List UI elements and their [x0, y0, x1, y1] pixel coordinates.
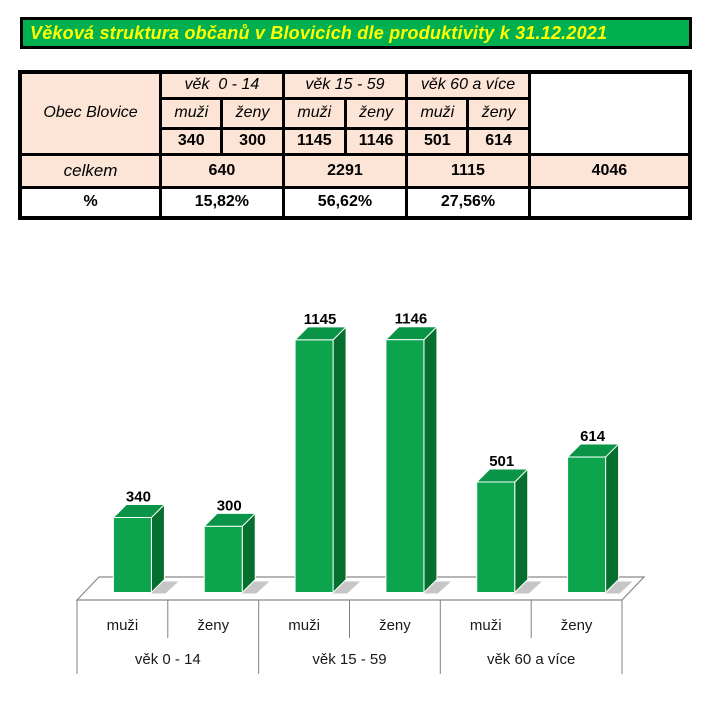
bar-chart[interactable]: 340 muži 300 ženy 1145 muži 1146 ženy 501 muži 614… [0, 240, 712, 722]
bar-side-face [514, 467, 529, 594]
table-row-total: celkem 640 2291 1115 4046 [18, 152, 692, 189]
category-axis-label: ženy [561, 617, 593, 634]
category-axis-label: muži [288, 617, 320, 634]
value-cell[interactable]: 1145 [281, 126, 347, 156]
empty-cell-top-right[interactable] [527, 70, 692, 156]
age-structure-table: Obec Blovice věk 0 - 14 věk 15 - 59 věk … [18, 70, 692, 220]
bar-side-face [241, 512, 256, 594]
value-cell[interactable]: 300 [220, 126, 285, 156]
bar[interactable] [112, 516, 152, 593]
bar-shadow [512, 581, 542, 594]
table-row: Obec Blovice věk 0 - 14 věk 15 - 59 věk … [18, 70, 692, 156]
percent-cell[interactable]: 27,56% [405, 185, 531, 220]
bar-value-label: 340 [126, 488, 151, 505]
age-group-header-0-14[interactable]: věk 0 - 14 [159, 70, 285, 100]
empty-cell-bottom-right[interactable] [527, 185, 692, 220]
bar-side-face [150, 503, 165, 594]
total-cell[interactable]: 2291 [281, 152, 409, 189]
group-axis-label: věk 60 a více [487, 651, 575, 668]
total-row-label[interactable]: celkem [18, 152, 163, 189]
sheet-title-text: Věková struktura občanů v Blovicích dle … [30, 22, 608, 43]
bar-shadow [240, 581, 270, 594]
percent-cell[interactable]: 15,82% [159, 185, 285, 220]
corner-cell[interactable]: Obec Blovice [18, 70, 163, 156]
total-cell[interactable]: 1115 [405, 152, 531, 189]
gender-header[interactable]: ženy [220, 96, 285, 130]
bar-shadow [603, 581, 633, 594]
bar-value-label: 1146 [395, 311, 428, 328]
bar-side-face [332, 325, 347, 594]
group-axis-label: věk 0 - 14 [135, 651, 201, 668]
gender-header[interactable]: ženy [343, 96, 409, 130]
group-axis-label: věk 15 - 59 [312, 651, 386, 668]
table-row-percent: % 15,82% 56,62% 27,56% [18, 185, 692, 220]
percent-cell[interactable]: 56,62% [281, 185, 409, 220]
gender-header[interactable]: muži [159, 96, 224, 130]
gender-header[interactable]: ženy [466, 96, 531, 130]
value-cell[interactable]: 340 [159, 126, 224, 156]
bar-shadow [149, 581, 179, 594]
bar[interactable] [294, 339, 334, 594]
gender-header[interactable]: muži [405, 96, 470, 130]
total-cell[interactable]: 640 [159, 152, 285, 189]
bar-value-label: 300 [217, 497, 242, 514]
percent-row-label[interactable]: % [18, 185, 163, 220]
category-axis-label: ženy [379, 617, 411, 634]
bar-shadow [331, 581, 361, 594]
bar[interactable] [567, 456, 607, 593]
bar[interactable] [385, 339, 425, 593]
category-axis-label: muži [470, 617, 502, 634]
value-cell[interactable]: 1146 [343, 126, 409, 156]
category-axis-label: muži [107, 617, 139, 634]
category-axis-label: ženy [197, 617, 229, 634]
bar-side-face [605, 442, 620, 594]
bar-value-label: 501 [489, 453, 514, 470]
grand-total-cell[interactable]: 4046 [527, 152, 692, 189]
bar-value-label: 1145 [304, 311, 337, 328]
age-group-header-15-59[interactable]: věk 15 - 59 [281, 70, 409, 100]
value-cell[interactable]: 614 [466, 126, 531, 156]
gender-header[interactable]: muži [281, 96, 347, 130]
bar[interactable] [203, 525, 243, 594]
age-group-header-60plus[interactable]: věk 60 a více [405, 70, 531, 100]
sheet-title-banner[interactable]: Věková struktura občanů v Blovicích dle … [20, 17, 692, 49]
bar[interactable] [476, 481, 516, 593]
table-row: 340 300 1145 1146 501 614 [20, 126, 690, 156]
table-row: muži ženy muži ženy muži ženy [20, 96, 690, 130]
value-cell[interactable]: 501 [405, 126, 470, 156]
bar-value-label: 614 [580, 428, 606, 445]
bar-shadow [421, 581, 451, 594]
bar-side-face [423, 325, 438, 594]
